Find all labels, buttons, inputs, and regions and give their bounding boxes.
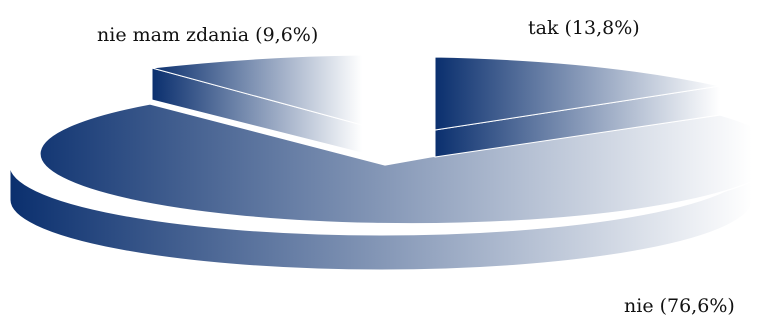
slice-nie-top: [39, 103, 769, 225]
slice-nie-mam-zdania-top: [151, 54, 363, 126]
slice-nie: [9, 103, 769, 271]
slice-tak-top: [434, 56, 721, 131]
slice-tak: [434, 56, 721, 158]
label-nie-mam-zdania: nie mam zdania (9,6%): [97, 24, 318, 46]
label-nie: nie (76,6%): [624, 295, 735, 317]
slice-nie-mam-zdania: [151, 54, 363, 154]
slice-nie-side: [9, 164, 753, 271]
label-tak: tak (13,8%): [528, 17, 640, 39]
